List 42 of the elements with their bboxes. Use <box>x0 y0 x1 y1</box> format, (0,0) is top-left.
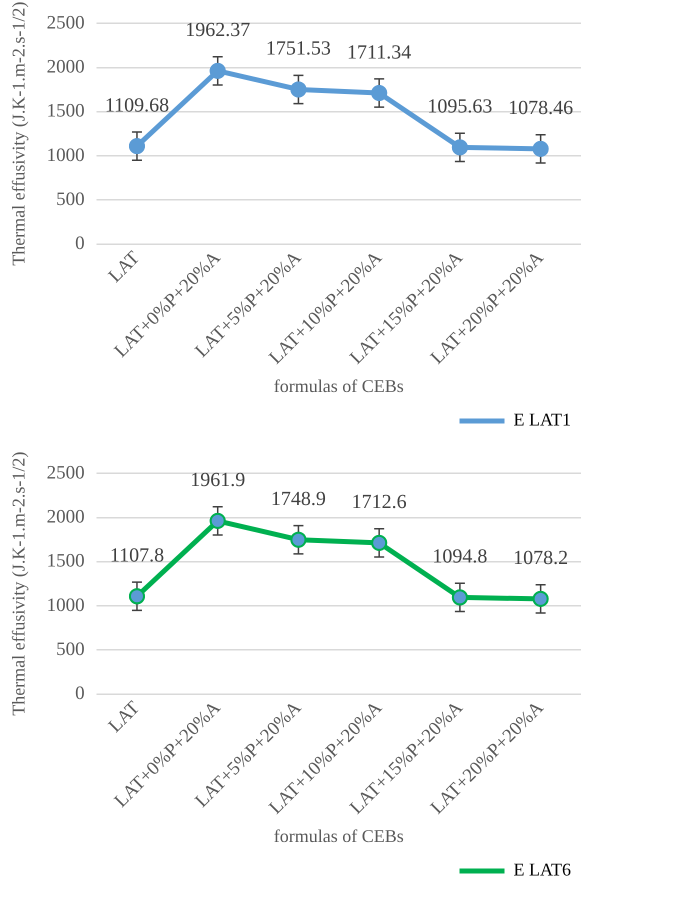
y-tick-label: 2500 <box>46 12 85 34</box>
y-tick-label: 500 <box>56 188 85 210</box>
y-tick-label: 2500 <box>46 462 85 484</box>
y-tick-label: 2000 <box>46 56 85 78</box>
data-label: 1748.9 <box>270 488 326 510</box>
data-label: 1751.53 <box>266 38 331 60</box>
point <box>128 588 145 604</box>
point <box>452 139 468 156</box>
y-tick-label: 1000 <box>46 594 85 616</box>
data-label: 1095.63 <box>427 96 492 118</box>
x-axis-title: formulas of CEBs <box>274 826 404 846</box>
point <box>210 62 226 79</box>
data-label: 1712.6 <box>352 491 407 514</box>
legend-label: E LAT1 <box>514 410 572 430</box>
data-label: 1094.8 <box>432 546 488 568</box>
point <box>210 512 226 529</box>
data-label: 1109.68 <box>104 94 170 116</box>
data-label: 1711.34 <box>347 41 412 64</box>
y-tick-label: 0 <box>75 233 85 254</box>
data-label: 1107.8 <box>110 544 164 567</box>
point <box>371 85 388 102</box>
point <box>128 138 145 154</box>
point <box>290 532 306 548</box>
x-axis-title: formulas of CEBs <box>274 376 404 396</box>
y-tick-label: 1000 <box>46 144 85 166</box>
point <box>452 589 468 606</box>
point <box>290 81 306 98</box>
data-label: 1078.46 <box>508 97 574 120</box>
y-tick-label: 1500 <box>46 550 85 572</box>
y-tick-label: 0 <box>75 683 85 704</box>
y-tick-label: 500 <box>56 638 85 660</box>
y-axis-title: Thermal effusivity (J.K-1.m-2.s-1/2) <box>8 2 29 266</box>
point <box>532 590 549 607</box>
y-axis-title: Thermal effusivity (J.K-1.m-2.s-1/2) <box>8 452 29 716</box>
data-label: 1962.37 <box>185 19 250 42</box>
y-tick-label: 2000 <box>46 506 85 528</box>
data-label: 1961.9 <box>190 469 246 492</box>
legend-label: E LAT6 <box>514 860 572 880</box>
y-tick-label: 1500 <box>46 100 85 122</box>
data-label: 1078.2 <box>513 547 568 570</box>
point <box>532 140 549 157</box>
point <box>371 534 388 551</box>
